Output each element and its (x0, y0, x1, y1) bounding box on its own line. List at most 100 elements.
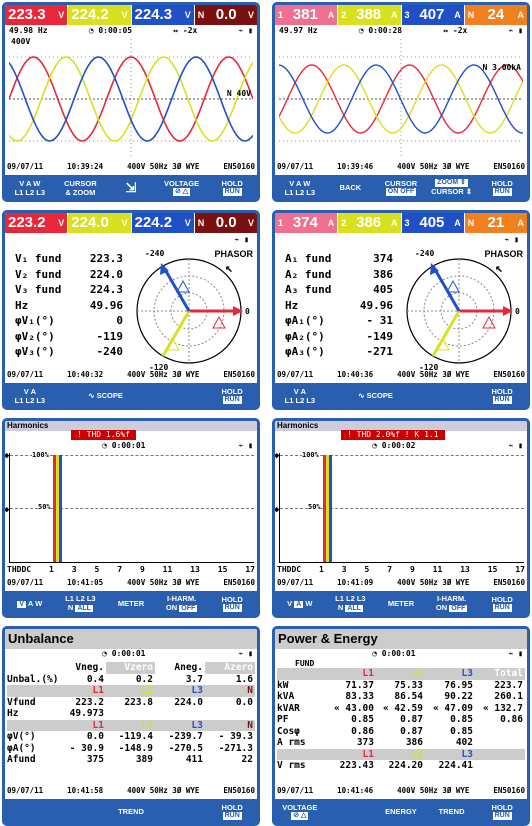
fkey-vaw[interactable]: V A W L1 L2 L3 (284, 178, 316, 197)
badge-value: 223.3 (8, 6, 46, 23)
cell: -239.7 (168, 731, 203, 742)
fkey-empty (426, 384, 476, 407)
cell: « 47.09 (432, 702, 473, 714)
cell: 0.85 (351, 714, 374, 725)
cell: φV(°) (7, 731, 36, 742)
phasor-diagram (406, 258, 513, 364)
info-row: 09/07/11 10:41:05 400V 50Hz 3Ø WYE EN501… (7, 578, 255, 589)
cell: Cosφ (277, 725, 300, 737)
x-label: THDDC (277, 565, 302, 574)
axis-label-right: 0 (515, 307, 520, 316)
cell (7, 685, 57, 697)
fkey-back[interactable]: BACK (339, 183, 362, 192)
arrow-icon: ↖ (495, 261, 503, 276)
fkey-move[interactable]: ⇲ (106, 176, 156, 199)
elapsed-time: 0:00:02 (381, 441, 416, 450)
clock: 10:41:58 (67, 786, 104, 795)
axis-label-bottom: -120 (149, 363, 169, 372)
cell: A rms (277, 737, 306, 748)
bar-l3 (329, 455, 332, 563)
clock: 10:41:46 (337, 786, 374, 795)
row-label: φV₁(°) (15, 314, 55, 327)
fkey-va[interactable]: V A L1 L2 L3 (284, 386, 316, 405)
clock: 10:41:09 (337, 578, 374, 587)
fkey-trend[interactable]: TREND (118, 807, 144, 816)
axis-label-bottom: -120 (419, 363, 439, 372)
power-table: FUND L1 L2 L3 Total kW 71.37 75.33 76.95 223.7 … (277, 659, 525, 772)
fkey-scope[interactable]: ∿ SCOPE (358, 391, 393, 400)
fkey-hold-run[interactable]: HOLD RUN (491, 803, 513, 820)
cell: -148.9 (118, 742, 153, 754)
cursor-icon[interactable]: ◆ (274, 451, 280, 461)
cell: L2 (141, 719, 153, 731)
fkey-va[interactable]: V A L1 L2 L3 (14, 386, 46, 405)
bar-l1 (53, 455, 56, 563)
config: 400V 50Hz 3Ø WYE (397, 786, 470, 795)
cell: 90.22 (444, 691, 473, 702)
fkey-hold-run[interactable]: HOLD RUN (491, 595, 513, 612)
fkey-cursor-zoom[interactable]: CURSOR & ZOOM (64, 178, 97, 197)
cursor-icon[interactable]: ◆ (274, 505, 280, 515)
fkey-phase[interactable]: L1 L2 L3 N ALL (335, 594, 366, 612)
waveform-svg (8, 39, 254, 159)
fkey-zoom[interactable]: ZOOM ⇕ CURSOR ⇕ (431, 179, 473, 196)
fkey-hold-run[interactable]: HOLD RUN (221, 803, 243, 820)
cell: L3 (191, 685, 203, 696)
zoom-value: -2x (452, 26, 468, 35)
fkey-energy[interactable]: ENERGY (385, 807, 417, 816)
timer: ◔ 0:00:02 (372, 441, 416, 450)
cell: kVA (277, 691, 295, 702)
fkey-meter[interactable]: METER (117, 599, 145, 608)
badge-value: 0.0 (215, 6, 237, 23)
row-label: A₁ fund (285, 252, 332, 265)
bar-l2 (326, 455, 329, 563)
standard: EN50160 (223, 786, 255, 795)
fkey-cursor[interactable]: CURSOR ON OFF (384, 179, 418, 196)
fkey-iharm[interactable]: I-HARM. ON OFF (165, 594, 198, 612)
current-badges: 1 374 A 2 386 A 3 405 A N 21 A (275, 213, 527, 233)
fkey-phase[interactable]: L1 L2 L3 N ALL (65, 594, 96, 612)
row-value: 386 (373, 267, 393, 281)
badge-value: 224.2 (71, 6, 109, 23)
badge-unit: V (58, 218, 65, 228)
badge-l2: 224.0 V (68, 213, 131, 233)
fkey-meter[interactable]: METER (387, 599, 415, 608)
fkey-hold-run[interactable]: HOLD RUN (221, 387, 243, 404)
fkey-voltage[interactable]: VOLTAGE ⊘ △ (164, 179, 200, 196)
row-value: -149 (366, 329, 394, 343)
fkey-vaw[interactable]: V A W (17, 598, 43, 608)
fkey-vaw[interactable]: V A W (287, 598, 313, 608)
battery-icon: ⌁ ▮ (508, 649, 523, 658)
fkey-vaw[interactable]: V A W L1 L2 L3 (14, 178, 46, 197)
row-label: φV₃(°) (15, 345, 55, 358)
fkey-trend[interactable]: TREND (438, 807, 465, 816)
fkey-hold-run[interactable]: HOLD RUN (491, 387, 513, 404)
x-label: 3 (71, 565, 77, 574)
fkey-hold-run[interactable]: HOLD RUN (221, 179, 243, 196)
cell: - 30.9 (69, 742, 104, 754)
x-label: 13 (460, 565, 470, 574)
table-row: L1 L2 L3 (277, 748, 525, 760)
fkey-voltage[interactable]: VOLTAGE ⊘ △ (282, 803, 318, 820)
clock: 10:39:24 (67, 162, 104, 171)
phasor-values: V₁ fund 223.3 V₂ fund 224.0 V₃ fund 224.3 H… (15, 251, 123, 360)
fkey-scope[interactable]: ∿ SCOPE (88, 391, 123, 400)
badge-l1: 223.2 V (5, 213, 68, 233)
cell: Vfund (7, 696, 36, 708)
status-row: ◔ 0:00:01 ⌁ ▮ (5, 649, 257, 661)
bar-l3 (59, 455, 62, 563)
cursor-icon[interactable]: ◆ (4, 451, 10, 461)
neutral-marker: N 3.00kA (482, 63, 521, 72)
cursor-icon[interactable]: ◆ (4, 505, 10, 515)
badge-unit: V (247, 10, 254, 20)
fkey-hold-run[interactable]: HOLD RUN (491, 179, 513, 196)
fkey-hold-run[interactable]: HOLD RUN (221, 595, 243, 612)
cell: 86.54 (394, 691, 423, 702)
cell: 375 (86, 754, 104, 765)
y-label-100: 100% (302, 451, 319, 459)
badge-n: N 0.0 V (194, 5, 257, 25)
fkey-iharm[interactable]: I-HARM. ON OFF (435, 594, 468, 612)
cell: « 132.7 (482, 702, 523, 714)
cell: PF (277, 714, 289, 725)
cell: kVAR (277, 702, 300, 714)
